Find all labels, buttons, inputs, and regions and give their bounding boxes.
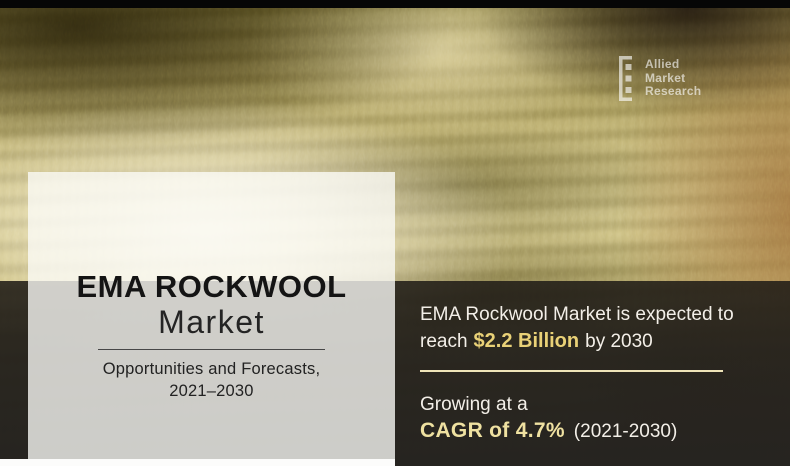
forecast-statement: EMA Rockwool Market is expected to reach… [420, 302, 776, 356]
amr-logo-line: Research [645, 84, 702, 99]
tagline-line2: 2021–2030 [169, 381, 254, 400]
forecast-line2-post: by 2030 [585, 331, 653, 353]
forecast-tagline: Opportunities and Forecasts, 2021–2030 [28, 359, 395, 402]
growth-line2: CAGR of 4.7% (2021-2030) [420, 417, 677, 445]
forecast-line1: EMA Rockwool Market is expected to [420, 304, 734, 325]
stats-section: EMA Rockwool Market is expected to reach… [420, 281, 776, 445]
panel-divider [98, 349, 325, 351]
market-title-word: Market [158, 303, 265, 340]
amr-logo-line: Market [645, 70, 686, 85]
forecast-line2: reach $2.2 Billion by 2030 [420, 328, 653, 356]
amr-logo-line: Allied [645, 57, 680, 71]
tagline-line1: Opportunities and Forecasts, [102, 360, 321, 379]
cagr-period: (2021-2030) [573, 420, 678, 442]
amr-logo-icon [619, 56, 632, 101]
forecast-line2-pre: reach [420, 331, 468, 353]
market-title: EMA ROCKWOOL [76, 269, 347, 304]
forecast-value-highlight: $2.2 Billion [473, 330, 580, 353]
growth-line1: Growing at a [420, 393, 528, 415]
stats-divider [420, 369, 723, 372]
panel-content: EMA ROCKWOOL Market Opportunities and Fo… [28, 271, 395, 402]
amr-logo-text: Allied Market Research [645, 56, 701, 99]
title-panel [28, 172, 395, 466]
growth-statement: Growing at a CAGR of 4.7% (2021-2030) [420, 392, 776, 445]
top-black-bar [0, 0, 790, 8]
bottom-white-strip [0, 459, 395, 466]
amr-logo: Allied Market Research [619, 56, 701, 101]
cagr-highlight: CAGR of 4.7% [420, 418, 565, 442]
